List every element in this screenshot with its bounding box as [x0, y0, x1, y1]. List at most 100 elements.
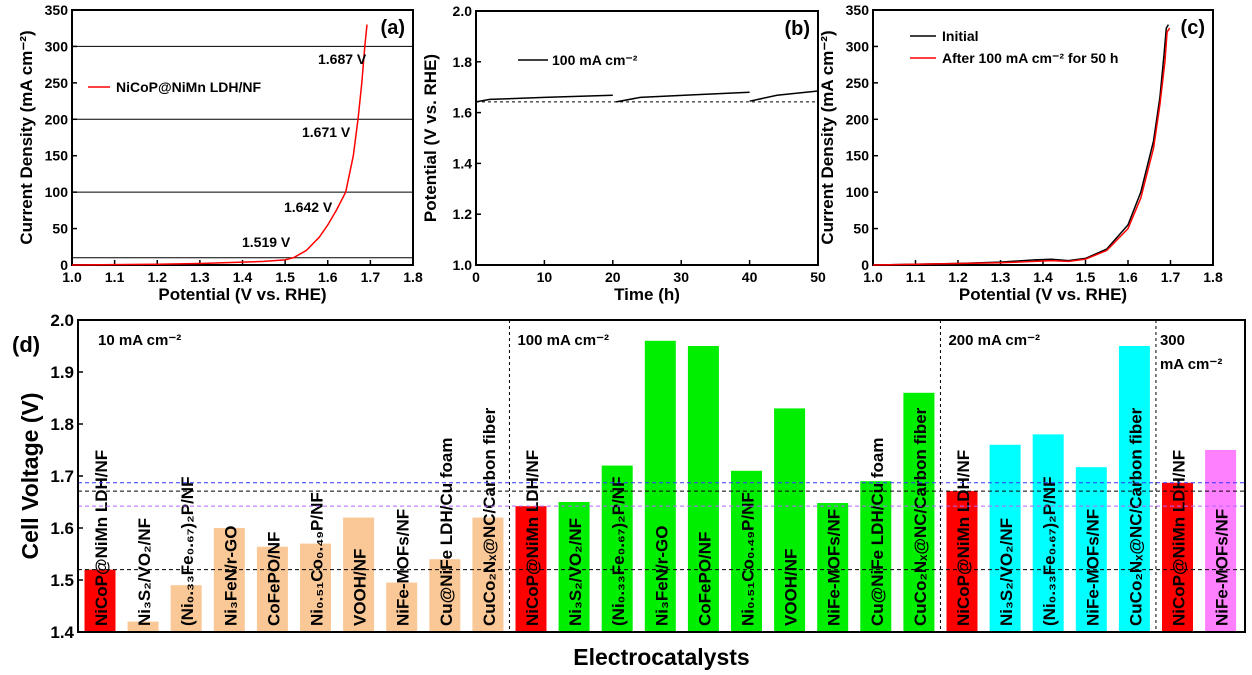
plot-frame — [475, 10, 819, 266]
bar — [731, 470, 762, 632]
panel-label: (a) — [381, 17, 405, 39]
y-tick-label: 2.0 — [453, 3, 473, 19]
annotation: 1.519 V — [242, 234, 291, 250]
x-tick-label: 1.0 — [62, 269, 82, 285]
y-tick-label: 50 — [853, 221, 869, 237]
x-tick-label: 1.4 — [1033, 269, 1053, 285]
bar — [127, 621, 159, 632]
plot-frame — [77, 319, 1246, 633]
bar-category-label: CuCo₂Nₓ@NC/Carbon fiber — [911, 407, 930, 626]
group-label: 300 mA cm⁻² — [1160, 332, 1222, 373]
x-tick-label: 1.3 — [190, 269, 210, 285]
x-tick-label: 1.7 — [361, 269, 381, 285]
x-tick-label: 1.4 — [233, 269, 253, 285]
y-tick-label: 250 — [45, 75, 69, 91]
y-tick-label: 350 — [45, 2, 69, 18]
group-label-line: 300 — [1160, 332, 1185, 349]
bar-category-label: NiFe-MOFs/NF — [1083, 509, 1102, 626]
bar-category-label: (Ni₀.₃₃Fe₀.₆₇)₂P/NF — [178, 477, 197, 626]
group-label: 200 mA cm⁻² — [948, 332, 1040, 349]
y-tick-label: 1.6 — [453, 105, 473, 121]
series-line — [872, 27, 1171, 266]
x-tick-label: 1.3 — [991, 269, 1011, 285]
bar-category-label: NiCoP@NiMn LDH/NF — [954, 450, 973, 626]
bar-category-label: CuCo₂Nₓ@NC/Carbon fiber — [1126, 407, 1145, 626]
y-tick-label: 1.2 — [453, 206, 473, 222]
bar-category-label: Cu@NiFe LDH/Cu foam — [868, 438, 887, 626]
series-line — [616, 91, 750, 103]
bar-category-label: NiCoP@NiMn LDH/NF — [523, 450, 542, 626]
x-tick-label: 1.2 — [148, 269, 168, 285]
y-axis-label: Cell Voltage (V) — [17, 393, 43, 560]
y-tick-label: 1.5 — [50, 571, 74, 590]
group-label: 100 mA cm⁻² — [517, 332, 609, 349]
y-tick-label: 1.7 — [50, 467, 74, 486]
bar — [170, 585, 202, 632]
bar-category-label: CuCo₂Nₓ@NC/Carbon fiber — [480, 407, 499, 626]
bar — [774, 408, 806, 632]
bar — [429, 559, 461, 632]
x-tick-label: 1.5 — [1076, 269, 1096, 285]
plot-frame — [872, 9, 1214, 266]
bar-category-label: Cu@NiFe LDH/Cu foam — [437, 438, 456, 626]
y-tick-label: 100 — [846, 184, 870, 200]
bar — [687, 346, 719, 632]
legend-label: 100 mA cm⁻² — [552, 52, 638, 68]
bar-category-label: NiFe-MOFs/NF — [1213, 509, 1232, 626]
y-tick-label: 50 — [52, 221, 68, 237]
x-tick-label: 30 — [673, 269, 689, 285]
bar — [558, 502, 590, 632]
bar — [213, 528, 245, 632]
bar-category-label: Ni₃FeN/r-GO — [652, 526, 671, 626]
x-tick-label: 10 — [537, 269, 553, 285]
y-tick-label: 1.8 — [453, 54, 473, 70]
x-axis-label: Potential (V vs. RHE) — [959, 285, 1127, 304]
series-line — [71, 24, 368, 266]
bar-category-label: Ni₀.₅₁Co₀.₄₉P/NF — [739, 492, 758, 626]
bar — [817, 503, 849, 632]
panel-d: 1.4 1.5 1.6 1.7 1.8 1.9 2.0 Cell Voltage (V) Ele… — [12, 311, 1246, 670]
bar-category-label: NiFe-MOFs/NF — [825, 509, 844, 626]
series-line — [749, 90, 819, 102]
legend-label: NiCoP@NiMn LDH/NF — [116, 79, 262, 95]
bar — [472, 517, 504, 632]
y-tick-label: 300 — [45, 38, 69, 54]
bar-category-label: (Ni₀.₃₃Fe₀.₆₇)₂P/NF — [1040, 477, 1059, 626]
bar — [1118, 346, 1150, 632]
x-axis-label: Electrocatalysts — [573, 644, 749, 670]
panel-a: 1.0 1.1 1.2 1.3 1.4 1.5 1.6 1.7 1.8 0 50 100 150 200 2… — [17, 2, 423, 304]
y-tick-label: 1.4 — [453, 155, 473, 171]
x-axis-label: Potential (V vs. RHE) — [158, 285, 326, 304]
bar — [84, 569, 116, 632]
y-tick-label: 1.4 — [50, 623, 74, 642]
bar-category-label: NiCoP@NiMn LDH/NF — [92, 450, 111, 626]
bar-category-label: Ni₃FeN/r-GO — [221, 526, 240, 626]
y-tick-label: 0 — [60, 257, 68, 273]
x-tick-label: 20 — [605, 269, 621, 285]
x-tick-label: 40 — [742, 269, 758, 285]
bar — [903, 392, 935, 632]
bar-category-label: Ni₃S₂/VO₂/NF — [566, 518, 585, 626]
y-tick-label: 150 — [846, 148, 870, 164]
plot-frame — [71, 9, 414, 266]
panel-label: (d) — [12, 332, 40, 357]
x-tick-label: 1.0 — [863, 269, 883, 285]
panel-b: 0 10 20 30 40 50 1.0 1.2 1.4 1.6 1.8 2.0 Time (h) Pot… — [421, 3, 826, 304]
panel-label: (b) — [784, 18, 810, 40]
bar — [601, 465, 633, 632]
y-tick-label: 1.6 — [50, 519, 74, 538]
y-tick-label: 1.9 — [50, 363, 74, 382]
bar — [1205, 450, 1237, 632]
bar — [1075, 467, 1107, 632]
y-tick-label: 2.0 — [50, 311, 74, 330]
bar — [300, 543, 331, 632]
y-axis-label: Current Density (mA cm⁻²) — [17, 30, 36, 244]
y-axis-label: Potential (V vs. RHE) — [421, 54, 440, 222]
bar-category-label: VOOH/NF — [782, 549, 801, 626]
x-tick-label: 1.8 — [1203, 269, 1223, 285]
bar-category-label: CoFePO/NF — [264, 532, 283, 626]
legend-label: After 100 mA cm⁻² for 50 h — [942, 50, 1118, 66]
y-tick-label: 150 — [45, 148, 69, 164]
y-tick-label: 1.0 — [453, 257, 473, 273]
bar — [515, 506, 547, 632]
